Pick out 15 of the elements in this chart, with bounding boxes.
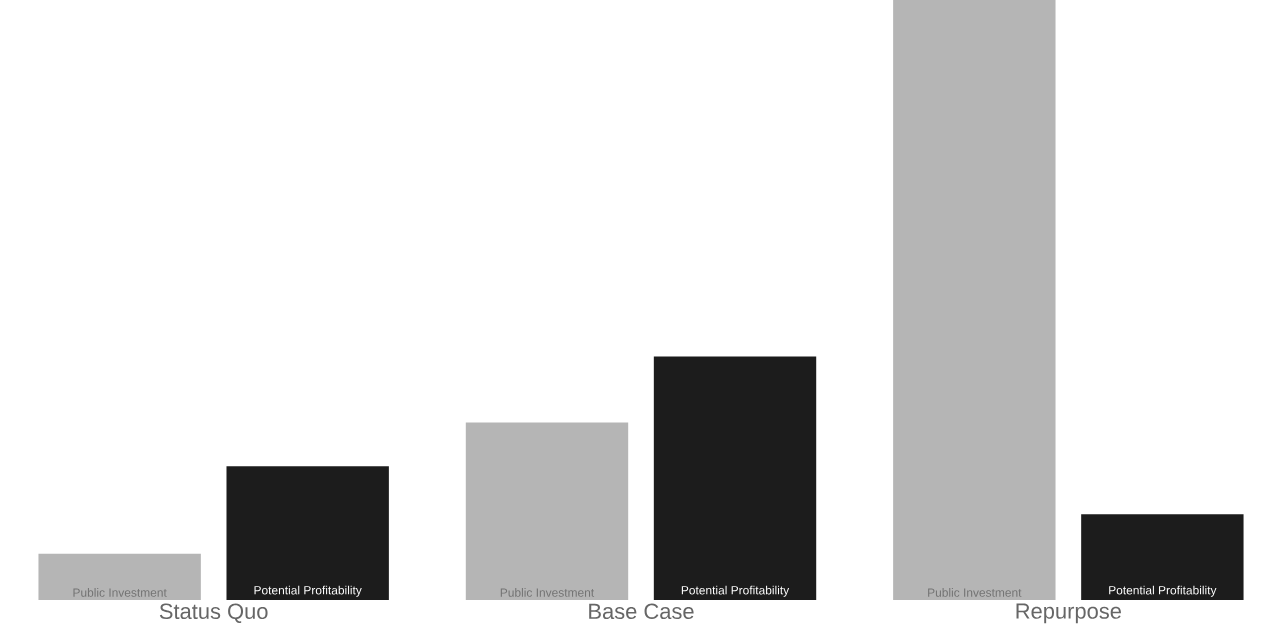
x-tick-label: Base Case <box>589 603 694 619</box>
series-label: Potential Profitability <box>254 585 362 597</box>
text: Public Investment <box>500 587 595 597</box>
x-tick-label: Repurpose <box>1016 603 1121 623</box>
text: Public Investment <box>928 587 1022 597</box>
bar <box>653 356 817 600</box>
bar <box>465 422 629 600</box>
text: Potential Profitability <box>1109 585 1217 597</box>
series-label: Public Investment <box>73 587 167 597</box>
text: Potential Profitability <box>681 585 790 597</box>
bar <box>38 553 201 600</box>
bar <box>1081 513 1244 600</box>
x-tick-label: Status Quo <box>159 603 268 623</box>
bar <box>226 465 389 600</box>
bar <box>893 0 1056 600</box>
